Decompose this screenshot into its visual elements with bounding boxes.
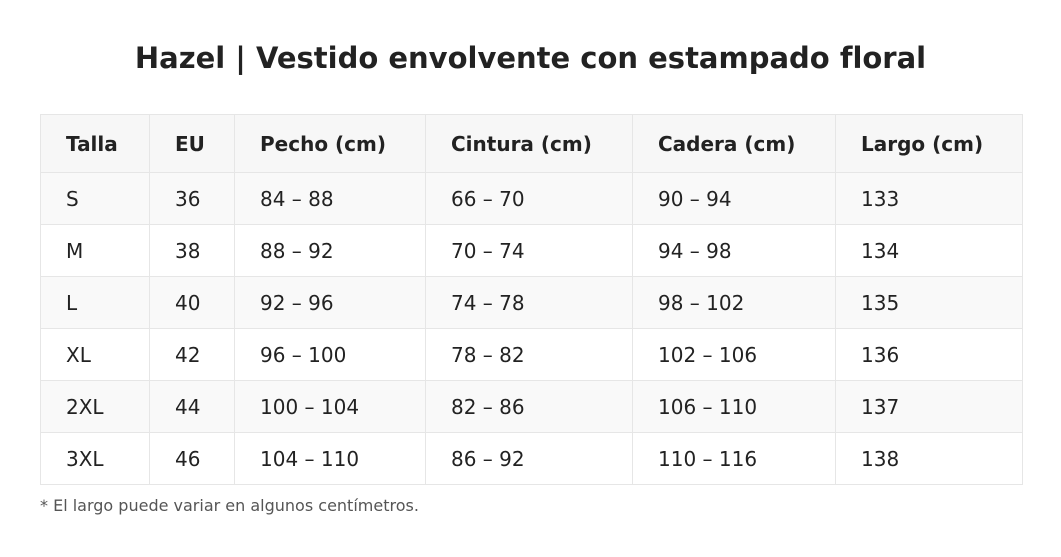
table-cell: 134 — [835, 224, 1023, 277]
table-cell: 96 – 100 — [234, 328, 426, 381]
table-cell: 110 – 116 — [632, 432, 836, 485]
table-cell: 40 — [149, 276, 235, 329]
table-row: 3XL 46 104 – 110 86 – 92 110 – 116 138 — [40, 432, 1023, 485]
table-cell: 86 – 92 — [425, 432, 633, 485]
table-row: XL 42 96 – 100 78 – 82 102 – 106 136 — [40, 328, 1023, 381]
column-header: Largo (cm) — [835, 114, 1023, 173]
table-cell: 78 – 82 — [425, 328, 633, 381]
table-cell: 90 – 94 — [632, 172, 836, 225]
table-cell: 44 — [149, 380, 235, 433]
table-cell: 98 – 102 — [632, 276, 836, 329]
table-cell: 70 – 74 — [425, 224, 633, 277]
column-header: Cadera (cm) — [632, 114, 836, 173]
table-cell: 82 – 86 — [425, 380, 633, 433]
table-cell: 3XL — [40, 432, 150, 485]
table-cell: 104 – 110 — [234, 432, 426, 485]
table-cell: 100 – 104 — [234, 380, 426, 433]
table-cell: 102 – 106 — [632, 328, 836, 381]
table-cell: 36 — [149, 172, 235, 225]
table-row: L 40 92 – 96 74 – 78 98 – 102 135 — [40, 276, 1023, 329]
table-cell: 66 – 70 — [425, 172, 633, 225]
table-head: Talla EU Pecho (cm) Cintura (cm) Cadera (cm)… — [40, 114, 1023, 173]
table-cell: L — [40, 276, 150, 329]
table-cell: 46 — [149, 432, 235, 485]
table-cell: 2XL — [40, 380, 150, 433]
table-row: S 36 84 – 88 66 – 70 90 – 94 133 — [40, 172, 1023, 225]
table-cell: 38 — [149, 224, 235, 277]
page-title: Hazel | Vestido envolvente con estampado… — [134, 41, 927, 75]
table-body: S 36 84 – 88 66 – 70 90 – 94 133 M 38 88 – 92 70 … — [40, 172, 1023, 485]
table-cell: S — [40, 172, 150, 225]
table-cell: 137 — [835, 380, 1023, 433]
column-header: EU — [149, 114, 235, 173]
table-cell: 133 — [835, 172, 1023, 225]
table-row: 2XL 44 100 – 104 82 – 86 106 – 110 137 — [40, 380, 1023, 433]
table-cell: 74 – 78 — [425, 276, 633, 329]
table-cell: 138 — [835, 432, 1023, 485]
table-cell: 92 – 96 — [234, 276, 426, 329]
table-row: M 38 88 – 92 70 – 74 94 – 98 134 — [40, 224, 1023, 277]
table-cell: 136 — [835, 328, 1023, 381]
size-table: Talla EU Pecho (cm) Cintura (cm) Cadera (cm)… — [40, 114, 1023, 485]
column-header: Talla — [40, 114, 150, 173]
table-cell: 42 — [149, 328, 235, 381]
table-cell: 84 – 88 — [234, 172, 426, 225]
footnote: * El largo puede variar en algunos centí… — [40, 496, 419, 515]
table-cell: 106 – 110 — [632, 380, 836, 433]
table-cell: 94 – 98 — [632, 224, 836, 277]
table-cell: 135 — [835, 276, 1023, 329]
header-row: Talla EU Pecho (cm) Cintura (cm) Cadera (cm)… — [40, 114, 1023, 173]
table-cell: M — [40, 224, 150, 277]
table-cell: XL — [40, 328, 150, 381]
column-header: Cintura (cm) — [425, 114, 633, 173]
column-header: Pecho (cm) — [234, 114, 426, 173]
table-cell: 88 – 92 — [234, 224, 426, 277]
